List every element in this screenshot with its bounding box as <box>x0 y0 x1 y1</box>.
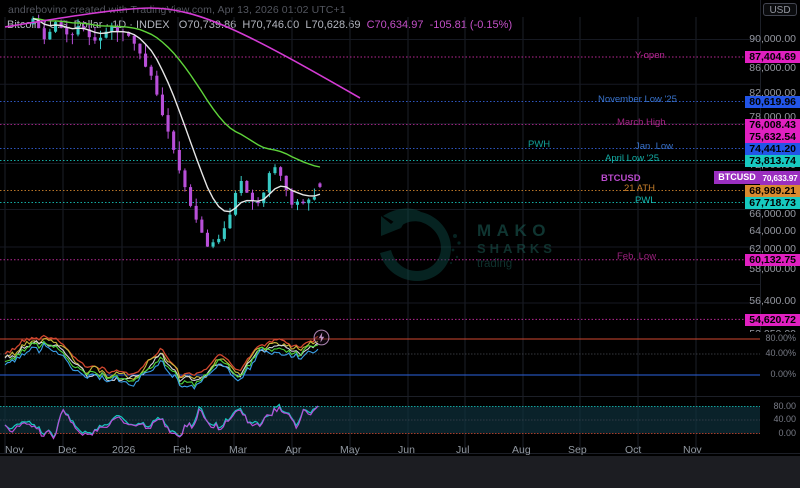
svg-text:trading: trading <box>477 258 512 270</box>
svg-text:SHARKS: SHARKS <box>477 241 556 256</box>
svg-text:MAKO: MAKO <box>477 221 551 240</box>
